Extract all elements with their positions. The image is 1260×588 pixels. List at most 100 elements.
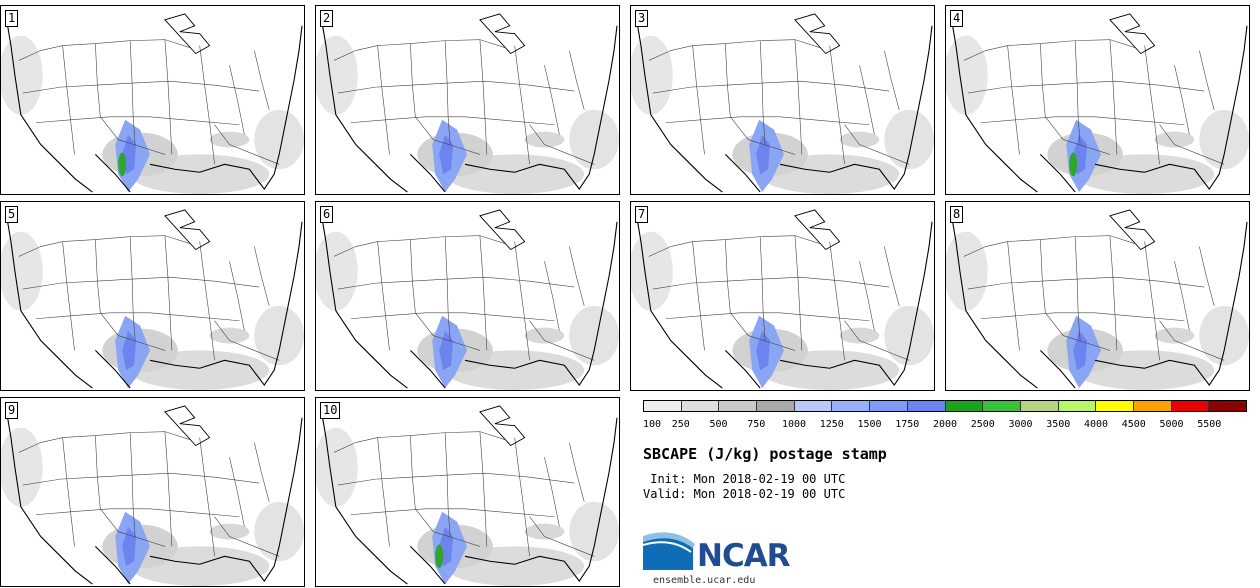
cape-area-light bbox=[1154, 131, 1195, 148]
cape-area-light bbox=[1199, 109, 1249, 170]
state-boundary bbox=[1074, 40, 1081, 145]
cape-area-light bbox=[524, 131, 565, 148]
state-boundary bbox=[544, 457, 560, 527]
state-boundary bbox=[164, 431, 173, 547]
coastline bbox=[5, 15, 303, 193]
colorbar-swatch bbox=[681, 401, 720, 411]
great-lakes bbox=[479, 13, 526, 55]
colorbar-tick-label: 5500 bbox=[1197, 419, 1222, 430]
state-boundary bbox=[1074, 236, 1081, 341]
state-boundary bbox=[164, 235, 173, 351]
state-boundary bbox=[350, 312, 555, 322]
state-boundary bbox=[1007, 241, 1020, 351]
great-lakes bbox=[479, 405, 526, 447]
state-boundary bbox=[337, 276, 575, 290]
chart-title: SBCAPE (J/kg) postage stamp bbox=[643, 445, 887, 463]
state-boundary bbox=[100, 312, 166, 351]
state-boundary bbox=[254, 246, 270, 306]
cape-area-light bbox=[209, 327, 250, 344]
state-boundary bbox=[1144, 45, 1160, 165]
cape-area-light bbox=[631, 231, 673, 311]
colorbar-tick-label: 750 bbox=[747, 419, 766, 430]
map-base bbox=[631, 209, 934, 390]
state-boundary bbox=[479, 431, 488, 547]
colorbar-tick-label: 3000 bbox=[1008, 419, 1033, 430]
colorbar-swatch bbox=[1058, 401, 1097, 411]
panel-label: 2 bbox=[320, 10, 334, 27]
map-base bbox=[631, 13, 934, 194]
cape-area-light bbox=[254, 109, 304, 170]
colorbar-swatch bbox=[719, 401, 758, 411]
cape-area-light bbox=[884, 109, 934, 170]
state-boundary bbox=[164, 39, 173, 155]
state-boundary bbox=[377, 241, 390, 351]
ncar-wordmark: NCAR bbox=[697, 538, 791, 574]
colorbar-tick-label: 1500 bbox=[857, 419, 882, 430]
state-boundary bbox=[129, 432, 136, 537]
state-boundary bbox=[652, 80, 890, 94]
coastline bbox=[5, 407, 303, 585]
cape-area-light bbox=[839, 327, 880, 344]
colorbar-tick-label: 5000 bbox=[1159, 419, 1184, 430]
state-boundary bbox=[214, 516, 280, 557]
panel-label: 5 bbox=[5, 206, 19, 223]
state-boundary bbox=[829, 241, 845, 361]
state-boundary bbox=[199, 45, 215, 165]
cape-area-green bbox=[435, 544, 444, 569]
colorbar-tick-label: 4500 bbox=[1121, 419, 1146, 430]
map-base bbox=[1, 13, 304, 194]
state-boundary bbox=[410, 239, 416, 313]
panel-label: 8 bbox=[950, 206, 964, 223]
state-boundary bbox=[1144, 241, 1160, 361]
cape-area-light bbox=[209, 131, 250, 148]
colorbar bbox=[643, 400, 1247, 412]
state-boundary bbox=[229, 65, 245, 135]
state-boundary bbox=[884, 246, 900, 306]
colorbar-swatch bbox=[757, 401, 795, 411]
great-lakes bbox=[479, 209, 526, 251]
panel-label: 1 bbox=[5, 10, 19, 27]
state-boundary bbox=[333, 431, 505, 453]
state-boundary bbox=[1199, 246, 1215, 306]
state-boundary bbox=[844, 320, 910, 361]
colorbar-swatch bbox=[644, 401, 682, 411]
panel-label: 10 bbox=[320, 402, 341, 419]
state-boundary bbox=[350, 508, 555, 518]
state-boundary bbox=[544, 261, 560, 331]
state-boundary bbox=[214, 320, 280, 361]
cape-area-light bbox=[1154, 327, 1195, 344]
state-boundary bbox=[794, 39, 803, 155]
state-boundary bbox=[569, 246, 585, 306]
state-boundary bbox=[95, 239, 101, 313]
state-boundary bbox=[529, 124, 595, 165]
coastline bbox=[950, 15, 1248, 193]
colorbar-tick-label: 1250 bbox=[819, 419, 844, 430]
cape-area-light bbox=[254, 305, 304, 366]
state-boundary bbox=[333, 39, 505, 61]
state-boundary bbox=[967, 276, 1205, 290]
state-boundary bbox=[544, 65, 560, 135]
cape-area-green bbox=[118, 152, 127, 177]
map-base bbox=[1, 405, 304, 586]
state-boundary bbox=[22, 80, 260, 94]
cape-area-blue-dark bbox=[756, 134, 771, 175]
state-boundary bbox=[415, 312, 481, 351]
map-base bbox=[1, 209, 304, 390]
ncar-logo-icon bbox=[643, 532, 695, 570]
great-lakes bbox=[164, 405, 211, 447]
colorbar-swatch bbox=[1096, 401, 1134, 411]
colorbar-swatch bbox=[1133, 401, 1172, 411]
state-boundary bbox=[95, 43, 101, 117]
ncar-url: ensemble.ucar.edu bbox=[653, 575, 756, 586]
state-boundary bbox=[35, 116, 240, 126]
coastline bbox=[320, 407, 618, 585]
panel-label: 9 bbox=[5, 402, 19, 419]
state-boundary bbox=[665, 116, 870, 126]
state-boundary bbox=[980, 116, 1185, 126]
valid-time: Valid: Mon 2018-02-19 00 UTC bbox=[643, 487, 846, 501]
state-boundary bbox=[95, 435, 101, 509]
map-panel: 5 bbox=[0, 201, 305, 391]
state-boundary bbox=[829, 45, 845, 165]
state-boundary bbox=[129, 40, 136, 145]
map-panel: 2 bbox=[315, 5, 620, 195]
